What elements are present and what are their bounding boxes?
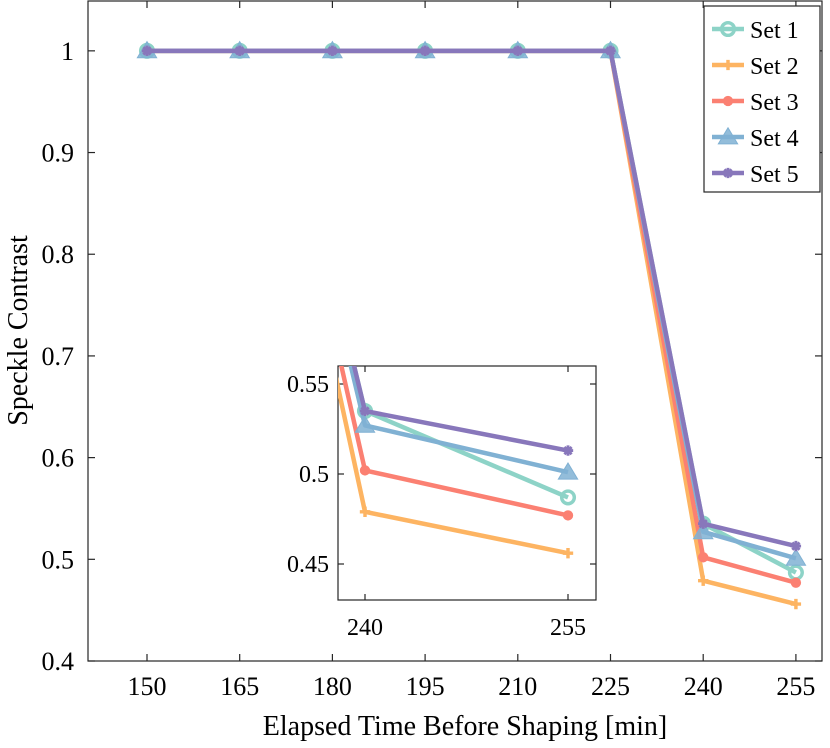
data-point (327, 45, 338, 57)
y-tick-label: 0.5 (42, 545, 75, 574)
inset-data-point (354, 415, 376, 433)
x-tick-label: 255 (776, 672, 815, 701)
y-tick-label: 1 (61, 37, 74, 66)
inset-y-tick-label: 0.5 (299, 462, 329, 488)
y-tick-label: 0.7 (42, 342, 75, 371)
legend-marker (719, 20, 737, 38)
y-tick-label: 0.4 (42, 647, 75, 676)
legend-label: Set 2 (750, 54, 799, 80)
y-tick-label: 0.6 (42, 444, 75, 473)
inset-data-point (562, 510, 574, 521)
inset-x-tick-label: 255 (550, 615, 586, 641)
legend-marker (722, 167, 734, 179)
inset-data-point (557, 462, 579, 480)
data-point (512, 45, 523, 57)
inset-data-point (359, 506, 371, 517)
inset-x-tick-label: 240 (347, 615, 383, 641)
legend-label: Set 3 (750, 90, 799, 116)
data-point (419, 45, 431, 57)
legend-marker (722, 59, 734, 71)
data-point (698, 552, 709, 563)
x-tick-label: 240 (684, 672, 723, 701)
y-axis-label: Speckle Contrast (3, 235, 34, 426)
data-point (234, 45, 245, 57)
inset-data-point (562, 445, 574, 456)
legend-entry: Set 3 (712, 90, 799, 116)
series-5 (141, 45, 802, 552)
inset-data-point (559, 489, 577, 506)
inset-y-tick-label: 0.45 (287, 552, 329, 578)
inset-series-2 (338, 376, 574, 559)
y-tick-label: 0.8 (42, 240, 75, 269)
inset-series-group (338, 366, 579, 559)
data-point (698, 575, 709, 586)
y-tick-label: 0.9 (42, 139, 75, 168)
data-point (692, 521, 714, 540)
data-point (605, 45, 616, 57)
x-tick-label: 165 (220, 672, 259, 701)
legend-label: Set 5 (750, 162, 799, 188)
inset-series-3 (339, 366, 574, 521)
x-tick-label: 210 (498, 672, 537, 701)
inset-frame (337, 365, 597, 601)
legend-entry: Set 5 (712, 162, 799, 188)
data-point (141, 45, 153, 57)
x-tick-label: 195 (406, 672, 445, 701)
data-point (785, 548, 807, 566)
inset-data-point (359, 465, 371, 476)
x-tick-label: 180 (313, 672, 352, 701)
x-tick-label: 150 (128, 672, 167, 701)
legend-label: Set 1 (750, 18, 799, 44)
legend-entry: Set 2 (712, 54, 799, 80)
legend-marker (722, 95, 734, 107)
data-point (790, 577, 802, 588)
inset-series-4 (348, 366, 579, 480)
inset-y-tick-label: 0.55 (287, 372, 329, 398)
legend-marker (717, 126, 739, 145)
inset-data-point (359, 405, 371, 417)
legend-entry: Set 4 (712, 126, 799, 152)
inset-plot: 240 255 0.45 0.5 0.55 (287, 365, 597, 641)
data-point (790, 598, 802, 610)
legend-entry: Set 1 (712, 18, 799, 44)
legend: Set 1 Set 2 Set 3 Set 4 Set 5 (703, 5, 821, 193)
legend-label: Set 4 (750, 126, 799, 152)
inset-series-5 (351, 366, 574, 456)
x-tick-label: 225 (591, 672, 630, 701)
x-axis-label: Elapsed Time Before Shaping [min] (263, 711, 667, 742)
data-point (698, 518, 709, 529)
data-point (790, 540, 802, 552)
series-line (147, 48, 797, 549)
inset-data-point (562, 548, 574, 559)
